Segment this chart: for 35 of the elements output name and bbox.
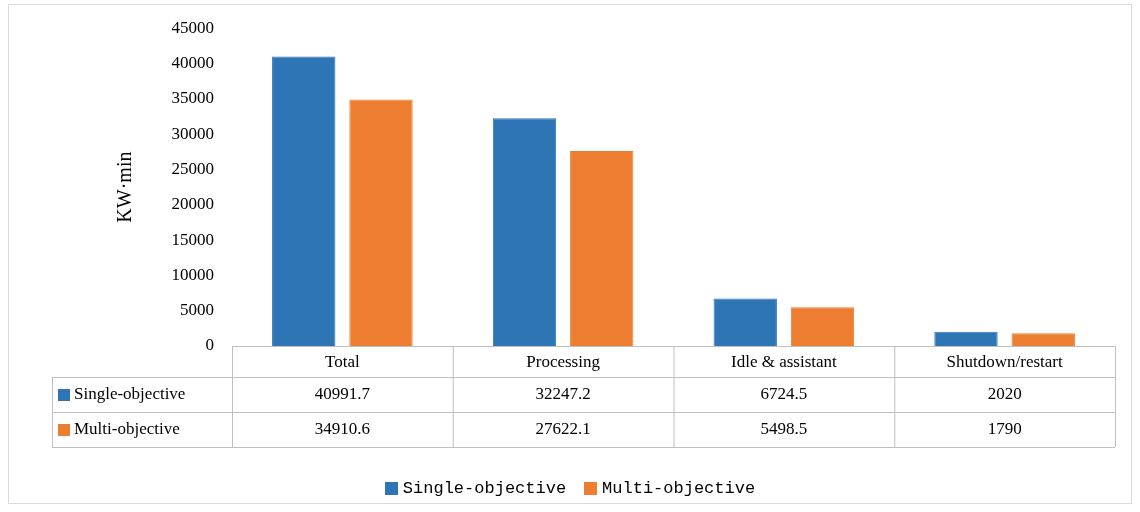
data-label: 34910.6 xyxy=(314,418,370,438)
bar xyxy=(492,118,557,346)
bar xyxy=(1011,333,1075,346)
y-tick-label: 0 xyxy=(205,335,214,355)
data-label: 5498.5 xyxy=(760,418,808,438)
bar xyxy=(713,298,777,346)
x-tick-label: Idle & assistant xyxy=(730,351,838,371)
x-tick-label: Total xyxy=(325,351,360,371)
data-label: 32247.2 xyxy=(535,383,591,403)
bar xyxy=(272,56,336,346)
y-tick-label: 15000 xyxy=(171,229,214,249)
y-axis-title: KW·min xyxy=(113,151,136,223)
text: Multi-objective xyxy=(74,418,180,438)
bar xyxy=(349,99,413,346)
bar xyxy=(570,150,634,346)
y-tick-label: 45000 xyxy=(171,17,214,37)
data-label: 2020 xyxy=(987,383,1022,403)
bar xyxy=(934,331,998,346)
y-tick-label: 20000 xyxy=(171,194,214,214)
text: Single-objective xyxy=(402,479,567,498)
legend-label: Multi-objective xyxy=(602,479,756,498)
y-tick-label: 30000 xyxy=(171,123,214,143)
data-label: 27622.1 xyxy=(535,418,591,438)
y-tick-label: 35000 xyxy=(171,88,214,108)
y-tick-label: 10000 xyxy=(171,264,214,284)
y-tick-label: 5000 xyxy=(180,300,214,320)
data-label: 6724.5 xyxy=(760,383,808,403)
legend-label: Single-objective xyxy=(74,383,186,403)
data-label: 1790 xyxy=(987,418,1022,438)
x-tick-label: Processing xyxy=(526,351,601,371)
y-tick-label: 25000 xyxy=(171,158,214,178)
y-tick-label: 40000 xyxy=(171,52,214,72)
data-label: 40991.7 xyxy=(314,383,371,403)
x-tick-label: Shutdown/restart xyxy=(946,351,1063,371)
bar xyxy=(790,307,855,346)
